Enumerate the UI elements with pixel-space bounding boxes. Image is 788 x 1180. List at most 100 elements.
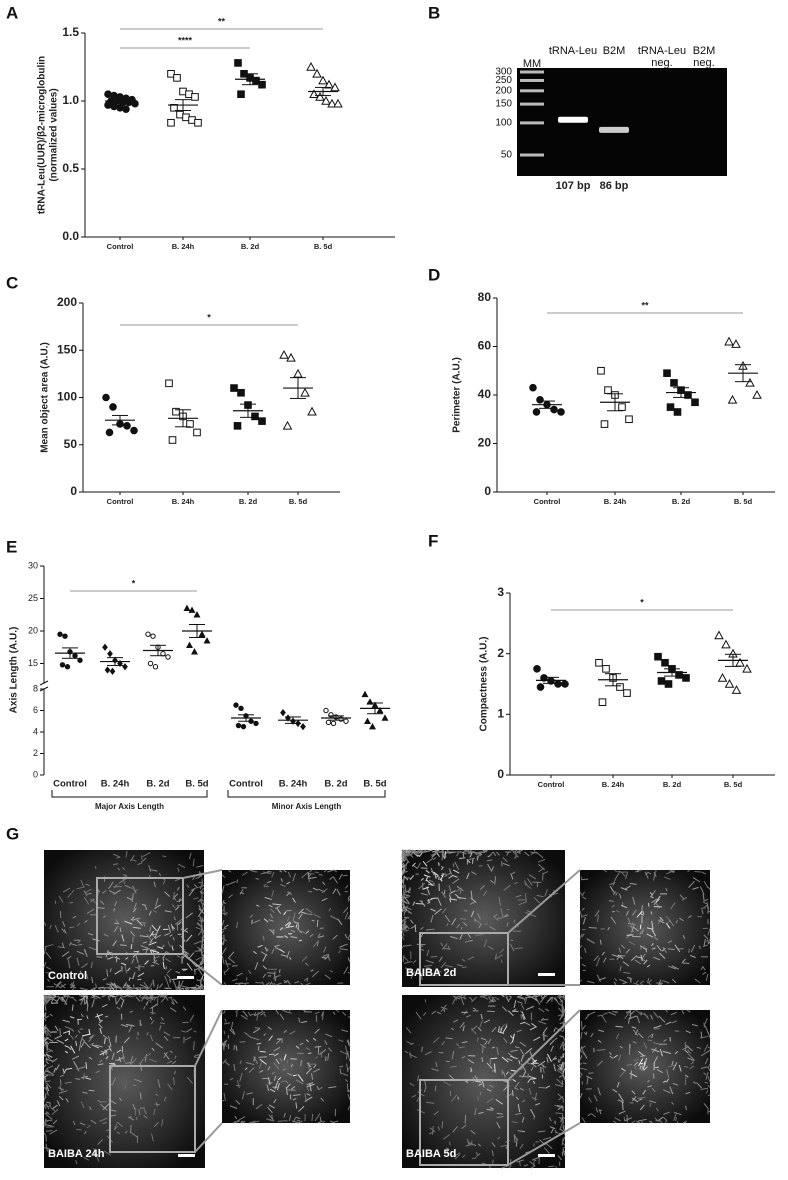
- mitochondrion: [137, 972, 145, 978]
- mitochondrion: [413, 851, 420, 855]
- mitochondrion: [292, 1094, 301, 1097]
- mitochondrion: [271, 890, 275, 897]
- mitochondrion: [607, 926, 610, 931]
- mitochondrion: [198, 984, 204, 989]
- mitochondrion: [143, 1114, 148, 1119]
- data-point: [251, 412, 259, 421]
- y-tick-label: 0.5: [62, 161, 79, 175]
- mitochondrion: [472, 1007, 477, 1011]
- mitochondrion: [253, 870, 258, 873]
- mitochondrion: [120, 987, 123, 991]
- mitochondrion: [138, 1109, 141, 1116]
- mitochondrion: [521, 1116, 525, 1123]
- mitochondrion: [707, 1063, 711, 1069]
- mitochondrion: [458, 1046, 465, 1049]
- mitochondrion: [443, 1134, 450, 1140]
- mitochondrion: [249, 1120, 256, 1124]
- mitochondrion: [260, 871, 270, 875]
- data-point: [323, 707, 329, 714]
- mitochondrion: [71, 987, 75, 991]
- mitochondrion: [113, 1125, 119, 1131]
- mitochondrion: [694, 870, 702, 873]
- mitochondrion: [581, 914, 588, 917]
- mitochondrion: [338, 1039, 344, 1042]
- mitochondrion: [45, 1130, 53, 1132]
- mitochondrion: [409, 1082, 415, 1087]
- mitochondrion: [173, 998, 178, 1004]
- mitochondrion: [45, 1114, 53, 1120]
- mitochondrion: [554, 1104, 564, 1109]
- mitochondrion: [700, 1087, 709, 1090]
- mitochondrion: [312, 941, 318, 948]
- data-point: [536, 683, 545, 691]
- mitochondrion: [129, 1010, 133, 1013]
- mitochondrion: [45, 1065, 54, 1070]
- mitochondrion: [306, 1082, 314, 1086]
- y-axis-label: Compactness (A.U.): [479, 636, 490, 731]
- mitochondrion: [426, 949, 430, 956]
- mitochondrion: [88, 1089, 95, 1092]
- mitochondrion: [651, 927, 656, 937]
- mitochondrion: [139, 987, 142, 991]
- lane-label: MM: [523, 58, 541, 70]
- mitochondrion: [181, 1030, 186, 1033]
- mitochondrion: [164, 987, 169, 990]
- mitochondrion: [163, 1031, 171, 1036]
- mitochondrion: [45, 1143, 48, 1152]
- mitochondrion: [102, 1121, 107, 1125]
- mitochondrion: [128, 1116, 135, 1121]
- mitochondrion: [614, 1011, 618, 1014]
- mitochondrion: [43, 1017, 47, 1022]
- mitochondrion: [448, 1074, 455, 1080]
- mitochondrion: [622, 982, 627, 985]
- mitochondrion: [623, 971, 631, 974]
- mitochondrion: [518, 1161, 521, 1167]
- mitochondrion: [114, 969, 122, 975]
- mitochondrion: [659, 952, 666, 959]
- mitochondrion: [54, 1035, 63, 1040]
- mitochondrion: [275, 1058, 280, 1065]
- mitochondrion: [672, 1062, 678, 1071]
- mitochondrion: [221, 874, 226, 879]
- group-label: Minor Axis Length: [272, 802, 342, 811]
- scale-bar: [538, 973, 555, 976]
- mitochondrion: [537, 858, 546, 863]
- mitochondrion: [76, 950, 85, 955]
- mitochondrion: [43, 921, 47, 927]
- mitochondrion: [537, 1130, 546, 1133]
- mitochondrion: [279, 870, 283, 873]
- mitochondrion: [90, 987, 96, 991]
- mitochondrion: [341, 1029, 349, 1033]
- mitochondrion: [45, 1026, 49, 1032]
- mitochondrion: [646, 933, 654, 938]
- mitochondrion: [584, 1014, 590, 1020]
- panel-label: C: [6, 273, 18, 292]
- mitochondrion: [454, 893, 461, 900]
- mitochondrion: [321, 888, 328, 894]
- mitochondrion: [412, 901, 416, 906]
- mitochondrion: [638, 1058, 644, 1067]
- mitochondrion: [553, 1028, 556, 1032]
- mitochondrion: [603, 869, 608, 873]
- y-tick-label: 50: [64, 437, 78, 451]
- data-point: [64, 664, 71, 670]
- mitochondrion: [263, 1013, 267, 1017]
- mitochondrion: [511, 1121, 518, 1124]
- mitochondrion: [45, 999, 50, 1005]
- significance-label: ****: [178, 35, 193, 45]
- mitochondrion: [511, 871, 516, 875]
- mitochondrion: [160, 1017, 164, 1021]
- mitochondrion: [193, 897, 199, 900]
- mitochondrion: [595, 1107, 599, 1113]
- mitochondrion: [401, 849, 405, 853]
- mitochondrion: [442, 943, 448, 950]
- x-tick-label: B. 5d: [734, 497, 753, 506]
- ladder-label: 300: [495, 67, 512, 78]
- mitochondrion: [556, 1105, 564, 1107]
- mitochondrion: [149, 937, 154, 944]
- mitochondrion: [221, 1099, 225, 1102]
- mitochondrion: [686, 1009, 691, 1013]
- mitochondrion: [514, 881, 518, 885]
- y-axis-label: Perimeter (A.U.): [452, 357, 463, 433]
- mitochondrion: [590, 1032, 594, 1038]
